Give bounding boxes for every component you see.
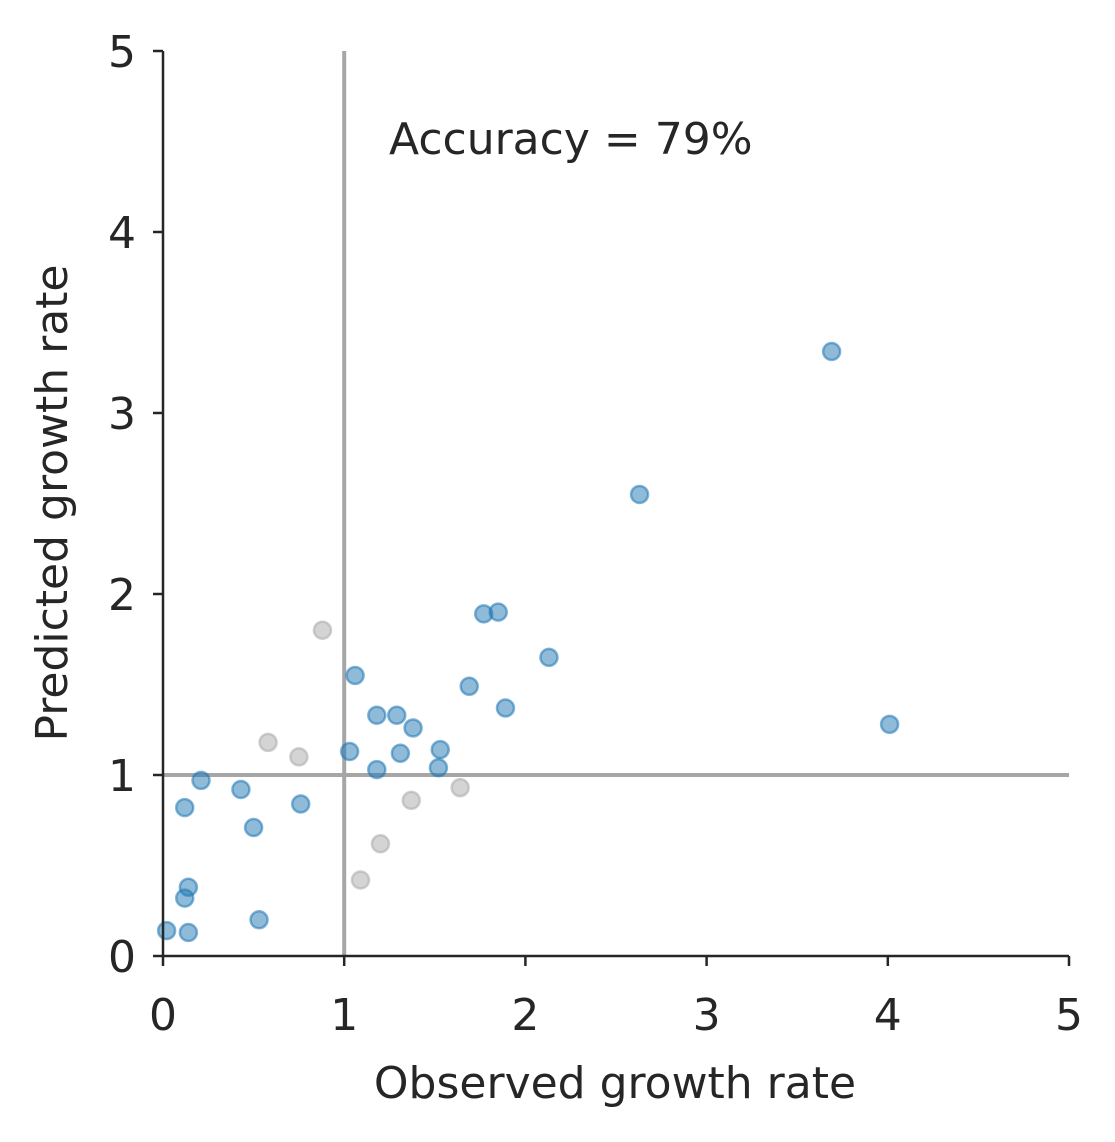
y-tick-label: 4 <box>108 208 136 259</box>
x-tick-label: 1 <box>330 990 358 1041</box>
y-tick-label: 1 <box>108 751 136 802</box>
x-tick-label: 5 <box>1055 990 1083 1041</box>
data-point-correct <box>459 676 479 697</box>
data-point-correct <box>539 647 559 668</box>
data-point-incorrect <box>289 747 309 767</box>
data-point-correct <box>430 739 450 760</box>
data-point-correct <box>191 770 211 791</box>
data-point-correct <box>174 797 195 818</box>
y-axis-title: Predicted growth rate <box>27 265 78 742</box>
accuracy-annotation: Accuracy = 79% <box>389 114 753 165</box>
data-point-incorrect <box>401 790 421 811</box>
data-point-correct <box>879 714 900 735</box>
data-point-correct <box>339 741 360 762</box>
x-tick-label: 2 <box>511 990 539 1041</box>
data-point-correct <box>821 341 842 362</box>
data-point-correct <box>488 602 508 622</box>
data-point-incorrect <box>258 732 278 753</box>
data-point-correct <box>178 922 199 943</box>
data-point-correct <box>367 705 387 726</box>
data-point-incorrect <box>450 777 470 798</box>
data-point-correct <box>386 705 407 726</box>
data-point-correct <box>178 877 199 897</box>
y-tick-label: 0 <box>108 932 136 983</box>
axes <box>161 51 1069 958</box>
data-point-correct <box>249 910 269 930</box>
data-point-correct <box>495 698 516 718</box>
data-point-correct <box>243 817 264 838</box>
x-tick-label: 0 <box>149 990 177 1041</box>
data-point-correct <box>428 758 449 778</box>
data-point-incorrect <box>350 870 371 890</box>
y-tick-label: 5 <box>108 27 136 78</box>
x-tick-label: 3 <box>693 990 721 1041</box>
x-axis-title: Observed growth rate <box>374 1058 856 1109</box>
x-tick-label: 4 <box>874 990 902 1041</box>
data-point-correct <box>403 718 423 738</box>
data-point-correct <box>231 779 251 800</box>
data-points <box>156 341 900 943</box>
data-point-correct <box>390 743 411 764</box>
y-tick-label: 3 <box>108 389 136 440</box>
y-tick-label: 2 <box>108 570 136 621</box>
data-point-correct <box>290 794 311 814</box>
data-point-correct <box>345 665 365 686</box>
data-point-correct <box>367 759 387 780</box>
data-point-incorrect <box>312 620 333 640</box>
data-point-correct <box>156 920 177 941</box>
tick-labels: 0 1 2 3 4 5 0 1 2 3 4 5 <box>108 27 1083 1041</box>
data-point-correct <box>629 484 650 505</box>
data-point-incorrect <box>370 834 391 854</box>
reference-lines <box>163 51 1069 956</box>
